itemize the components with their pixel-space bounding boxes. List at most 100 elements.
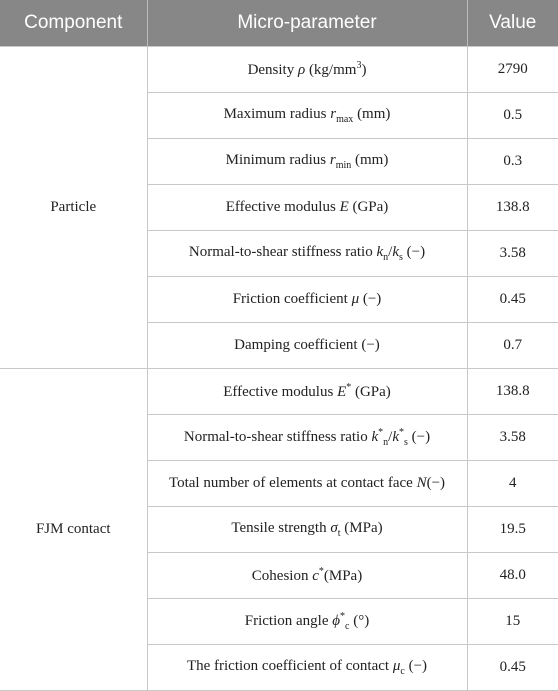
header-cell: Value xyxy=(467,0,558,47)
parameter-cell: Normal-to-shear stiffness ratio k*n/k*s … xyxy=(147,414,468,461)
text-run: (kg/mm xyxy=(305,62,357,78)
parameter-cell: Friction angle ϕ*c (°) xyxy=(147,598,468,645)
superscript: 3 xyxy=(356,60,362,71)
text-run: (MPa) xyxy=(340,520,383,536)
table-row: Normal-to-shear stiffness ratio kn/ks (−… xyxy=(0,230,558,277)
value-cell: 0.5 xyxy=(466,92,558,139)
symbol: c xyxy=(312,568,319,584)
value-cell: 138.8 xyxy=(466,368,558,415)
parameter-cell: Cohesion c*(MPa) xyxy=(147,552,468,599)
table-row: Maximum radius rmax (mm) 0.5 xyxy=(0,92,558,139)
table-row: Tensile strength σt (MPa) 19.5 xyxy=(0,506,558,553)
superscript: * xyxy=(346,382,352,393)
value-cell: 0.7 xyxy=(466,322,558,369)
superscript: * xyxy=(318,566,324,577)
header-cell: Component xyxy=(0,0,148,47)
symbol: ρ xyxy=(297,62,306,78)
value-cell: 0.45 xyxy=(466,276,558,323)
subscript: n xyxy=(383,437,389,448)
table-row: Cohesion c*(MPa) 48.0 xyxy=(0,552,558,599)
value-cell: 0.3 xyxy=(466,138,558,185)
subscript: s xyxy=(399,252,403,263)
table-row: FJM contact Effective modulus E* (GPa) 138… xyxy=(0,368,558,691)
parameter-cell: Damping coefficient (−) xyxy=(147,322,468,369)
table-row: Friction angle ϕ*c (°) 15 xyxy=(0,598,558,645)
header-cell: Micro-parameter xyxy=(147,0,468,47)
text-run: / xyxy=(388,244,393,260)
symbol: E xyxy=(337,384,347,400)
parameter-cell: Total number of elements at contact face… xyxy=(147,460,468,507)
value-cell: 4 xyxy=(466,460,558,507)
text-run: Friction coefficient xyxy=(232,291,352,307)
subscript: min xyxy=(335,160,352,171)
text-run: Effective modulus xyxy=(223,384,338,400)
parameter-cell: Maximum radius rmax (mm) xyxy=(147,92,468,139)
component-cell: FJM contact xyxy=(0,368,148,691)
text-run: / xyxy=(388,429,393,445)
subscript: t xyxy=(337,528,341,539)
component-cell: Particle xyxy=(0,46,148,369)
table-row: Particle Density ρ (kg/mm3) 2790 xyxy=(0,46,558,369)
symbol: N xyxy=(416,475,427,491)
text-run: (mm) xyxy=(353,106,391,122)
text-run: Maximum radius xyxy=(223,106,331,122)
table-row: Total number of elements at contact face… xyxy=(0,460,558,507)
superscript: * xyxy=(340,611,346,622)
parameter-cell: Tensile strength σt (MPa) xyxy=(147,506,468,553)
parameter-cell: Normal-to-shear stiffness ratio kn/ks (−… xyxy=(147,230,468,277)
table-row: Friction coefficient μ (−) 0.45 xyxy=(0,276,558,323)
text-run: (GPa) xyxy=(351,384,391,400)
value-cell: 48.0 xyxy=(466,552,558,599)
value-cell: 3.58 xyxy=(466,414,558,461)
parameter-cell: Friction coefficient μ (−) xyxy=(147,276,468,323)
subscript: s xyxy=(404,437,408,448)
text-run: Total number of elements at contact face xyxy=(168,475,417,491)
symbol: r xyxy=(329,152,336,168)
text-run: Friction angle xyxy=(244,613,333,629)
text-run: (−) xyxy=(404,658,428,674)
value-cell: 3.58 xyxy=(466,230,558,277)
symbol: μ xyxy=(351,291,360,307)
text-run: (−) xyxy=(402,244,426,260)
parameter-cell: Effective modulus E (GPa) xyxy=(147,184,468,231)
text-run: (°) xyxy=(349,613,370,629)
table-body: Particle Density ρ (kg/mm3) 2790 Maximum ra… xyxy=(0,46,558,691)
text-run: (GPa) xyxy=(348,199,389,215)
text-run: ) xyxy=(361,62,367,78)
symbol: r xyxy=(330,106,337,122)
text-run: The friction coefficient of contact xyxy=(186,658,393,674)
value-cell: 138.8 xyxy=(466,184,558,231)
subscript: c xyxy=(345,621,350,632)
value-cell: 15 xyxy=(466,598,558,645)
table-row: Normal-to-shear stiffness ratio k*n/k*s … xyxy=(0,414,558,461)
subscript: n xyxy=(383,252,389,263)
text-run: (−) xyxy=(407,429,431,445)
parameter-cell: The friction coefficient of contact μc (… xyxy=(147,644,468,691)
text-run: Density xyxy=(247,62,298,78)
text-run: (MPa) xyxy=(323,568,363,584)
table-row: The friction coefficient of contact μc (… xyxy=(0,644,558,691)
value-cell: 0.45 xyxy=(466,644,558,691)
symbol: k xyxy=(371,429,379,445)
superscript: * xyxy=(378,427,384,438)
subscript: c xyxy=(400,666,405,677)
text-run: Normal-to-shear stiffness ratio xyxy=(183,429,372,445)
text-run: Tensile strength xyxy=(231,520,331,536)
symbol: E xyxy=(339,199,349,215)
symbol: k xyxy=(376,244,384,260)
text-run: Damping coefficient (−) xyxy=(234,337,380,353)
text-run: Minimum radius xyxy=(225,152,330,168)
symbol: k xyxy=(392,429,399,445)
text-run: (−) xyxy=(426,475,446,491)
symbol: σ xyxy=(330,520,338,536)
symbol: ϕ xyxy=(332,613,341,629)
text-run: (mm) xyxy=(351,152,389,168)
parameter-cell: Minimum radius rmin (mm) xyxy=(147,138,468,185)
subscript: max xyxy=(336,114,354,125)
header-row: Component Micro-parameter Value xyxy=(0,0,558,47)
symbol: μ xyxy=(392,658,401,674)
superscript: * xyxy=(399,427,404,438)
parameter-cell: Effective modulus E* (GPa) xyxy=(146,368,468,415)
value-cell: 19.5 xyxy=(466,506,558,553)
